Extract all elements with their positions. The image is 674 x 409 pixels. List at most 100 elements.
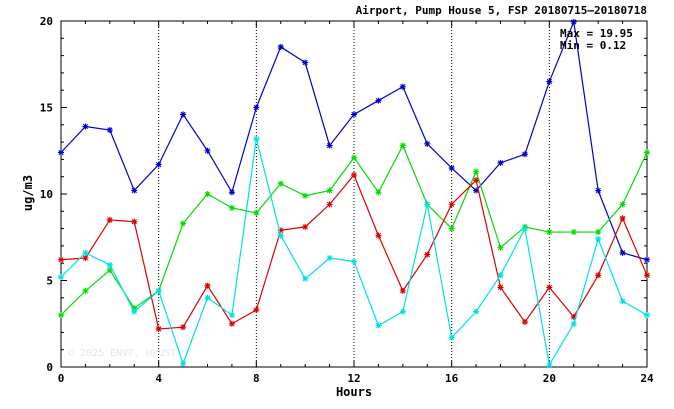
series-1-point-16 xyxy=(448,225,455,232)
x-axis-label: Hours xyxy=(336,385,372,399)
series-0-point-10 xyxy=(302,59,309,66)
series-1-point-12 xyxy=(351,154,357,161)
x-tick-label-3: 12 xyxy=(347,372,360,385)
series-3-point-0 xyxy=(58,274,64,281)
series-1-point-23 xyxy=(619,201,626,208)
series-2-point-16 xyxy=(448,201,455,208)
series-0-point-6 xyxy=(204,147,211,154)
series-0-point-18 xyxy=(497,159,504,166)
series-2-point-5 xyxy=(180,324,187,331)
y-tick-label-0: 0 xyxy=(46,361,53,374)
watermark: © 2025 ENVF, HKUST xyxy=(68,348,176,359)
series-1-point-2 xyxy=(106,267,113,274)
series-1-point-10 xyxy=(302,192,309,199)
series-0-point-23 xyxy=(619,249,626,256)
series-0-point-21 xyxy=(570,18,577,25)
series-0-point-1 xyxy=(82,123,89,130)
series-1-point-18 xyxy=(497,244,504,251)
series-2-point-1 xyxy=(82,255,89,262)
series-3-point-2 xyxy=(106,261,113,268)
series-line-1 xyxy=(60,144,648,316)
series-0-point-13 xyxy=(375,97,382,104)
series-0-point-7 xyxy=(228,189,235,196)
series-1-point-9 xyxy=(277,180,284,187)
series-2-point-4 xyxy=(155,325,162,332)
series-0-point-4 xyxy=(155,161,162,168)
series-0-point-9 xyxy=(277,43,284,50)
series-1-point-20 xyxy=(546,229,553,236)
series-3-point-9 xyxy=(277,232,284,239)
series-3-point-7 xyxy=(228,312,235,319)
y-tick-label-1: 5 xyxy=(46,275,53,288)
series-0-point-22 xyxy=(595,187,602,194)
series-2-point-13 xyxy=(375,232,382,239)
series-3-point-20 xyxy=(546,361,553,368)
series-2-point-12 xyxy=(351,171,357,178)
series-2-point-2 xyxy=(106,216,113,223)
series-2-point-11 xyxy=(326,201,333,208)
series-2-point-0 xyxy=(58,256,64,263)
series-0-point-2 xyxy=(106,126,113,133)
series-3-point-14 xyxy=(399,308,406,315)
series-1-point-24 xyxy=(644,149,650,156)
series-1-point-5 xyxy=(180,220,187,227)
series-2-point-14 xyxy=(399,287,406,294)
series-0-point-16 xyxy=(448,165,455,172)
series-2-point-15 xyxy=(424,251,431,258)
series-0-point-3 xyxy=(131,187,138,194)
x-tick-label-5: 20 xyxy=(543,372,556,385)
series-3-point-1 xyxy=(82,249,89,256)
series-3-point-11 xyxy=(326,255,333,262)
series-0-point-17 xyxy=(473,187,480,194)
series-1-point-0 xyxy=(58,312,64,319)
series-0-point-19 xyxy=(521,151,528,158)
series-0-point-5 xyxy=(180,111,187,118)
min-stat: Min = 0.12 xyxy=(560,39,626,52)
series-3-point-18 xyxy=(497,272,504,279)
series-1-point-17 xyxy=(473,168,480,175)
series-3-point-15 xyxy=(424,201,431,208)
series-2-point-20 xyxy=(546,284,553,291)
series-3-point-6 xyxy=(204,294,211,301)
series-3-point-22 xyxy=(595,235,602,242)
series-2-point-9 xyxy=(277,227,284,234)
series-2-point-24 xyxy=(644,272,650,279)
series-0-point-20 xyxy=(546,78,553,85)
x-tick-label-2: 8 xyxy=(253,372,260,385)
series-3-point-24 xyxy=(644,312,650,319)
x-tick-label-6: 24 xyxy=(640,372,654,385)
series-3-point-16 xyxy=(448,334,455,341)
series-1-point-7 xyxy=(228,204,235,211)
series-2-point-21 xyxy=(570,313,577,320)
series-2-point-17 xyxy=(473,177,480,184)
series-3-point-23 xyxy=(619,298,626,305)
series-3-point-8 xyxy=(253,135,260,142)
series-3-point-4 xyxy=(155,287,162,294)
series-2-point-7 xyxy=(228,320,235,327)
series-0-point-15 xyxy=(424,140,431,147)
series-2-point-22 xyxy=(595,272,602,279)
series-1-point-1 xyxy=(82,287,89,294)
series-3-point-5 xyxy=(180,360,187,367)
series-0-point-8 xyxy=(253,104,260,111)
series-0-point-12 xyxy=(351,111,357,118)
series-1-point-14 xyxy=(399,142,406,149)
series-1-point-8 xyxy=(253,210,260,217)
series-1-point-13 xyxy=(375,189,382,196)
plot-area: 0 4 8 12 16 20 24 0 5 10 15 20 xyxy=(40,15,654,385)
series-3-point-19 xyxy=(521,225,528,232)
y-tick-label-2: 10 xyxy=(40,188,53,201)
y-tick-label-4: 20 xyxy=(40,15,53,28)
series-2-point-18 xyxy=(497,284,504,291)
series-3-point-12 xyxy=(351,258,357,265)
x-tick-label-1: 4 xyxy=(155,372,162,385)
series-1-point-6 xyxy=(204,191,211,197)
series-3-point-13 xyxy=(375,322,382,329)
series-2-point-19 xyxy=(521,319,528,326)
series-3-point-3 xyxy=(131,308,138,315)
series-1-point-21 xyxy=(570,229,577,236)
series-2-point-10 xyxy=(302,223,309,230)
series-3-point-17 xyxy=(473,308,480,315)
series-0-point-11 xyxy=(326,142,333,149)
y-axis-label: ug/m3 xyxy=(21,175,35,211)
